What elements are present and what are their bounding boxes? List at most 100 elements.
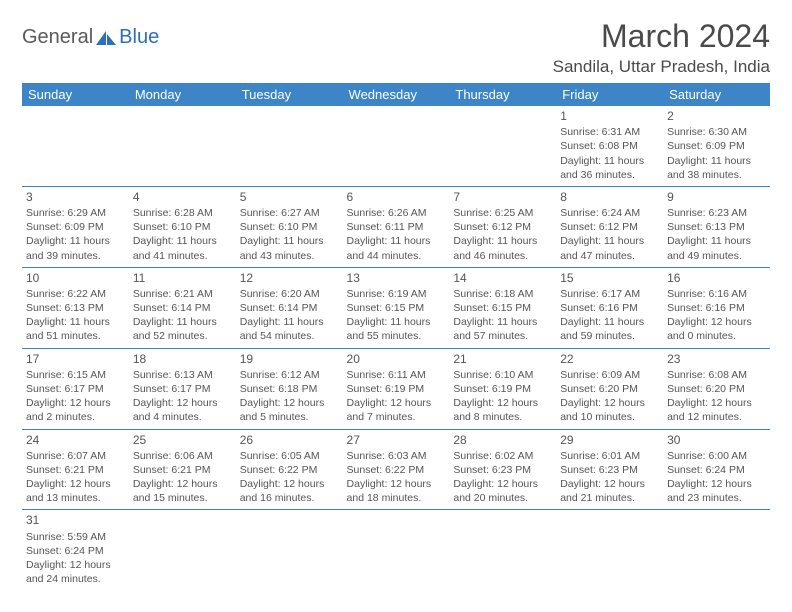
daylight-line: Daylight: 11 hours and 44 minutes. <box>347 234 446 262</box>
sunrise-line: Sunrise: 6:07 AM <box>26 449 125 463</box>
calendar-cell: 10Sunrise: 6:22 AMSunset: 6:13 PMDayligh… <box>22 267 129 348</box>
sunset-line: Sunset: 6:16 PM <box>667 301 766 315</box>
daylight-line: Daylight: 12 hours and 24 minutes. <box>26 558 125 586</box>
daylight-line: Daylight: 12 hours and 4 minutes. <box>133 396 232 424</box>
sunrise-line: Sunrise: 6:19 AM <box>347 287 446 301</box>
page-title: March 2024 <box>553 18 770 55</box>
sunset-line: Sunset: 6:09 PM <box>26 220 125 234</box>
location-text: Sandila, Uttar Pradesh, India <box>553 57 770 77</box>
calendar-cell-empty <box>129 510 236 590</box>
daylight-line: Daylight: 11 hours and 55 minutes. <box>347 315 446 343</box>
day-number: 26 <box>240 432 339 448</box>
sunset-line: Sunset: 6:12 PM <box>560 220 659 234</box>
daylight-line: Daylight: 11 hours and 57 minutes. <box>453 315 552 343</box>
calendar-cell: 13Sunrise: 6:19 AMSunset: 6:15 PMDayligh… <box>343 267 450 348</box>
calendar-cell: 22Sunrise: 6:09 AMSunset: 6:20 PMDayligh… <box>556 348 663 429</box>
daylight-line: Daylight: 12 hours and 23 minutes. <box>667 477 766 505</box>
sunset-line: Sunset: 6:15 PM <box>453 301 552 315</box>
day-number: 30 <box>667 432 766 448</box>
sunset-line: Sunset: 6:17 PM <box>26 382 125 396</box>
calendar-cell: 20Sunrise: 6:11 AMSunset: 6:19 PMDayligh… <box>343 348 450 429</box>
logo-text-blue: Blue <box>119 26 159 49</box>
day-number: 21 <box>453 351 552 367</box>
daylight-line: Daylight: 12 hours and 12 minutes. <box>667 396 766 424</box>
daylight-line: Daylight: 12 hours and 2 minutes. <box>26 396 125 424</box>
daylight-line: Daylight: 11 hours and 51 minutes. <box>26 315 125 343</box>
day-number: 27 <box>347 432 446 448</box>
calendar-cell: 26Sunrise: 6:05 AMSunset: 6:22 PMDayligh… <box>236 429 343 510</box>
daylight-line: Daylight: 11 hours and 54 minutes. <box>240 315 339 343</box>
day-number: 16 <box>667 270 766 286</box>
day-number: 1 <box>560 108 659 124</box>
sunrise-line: Sunrise: 6:27 AM <box>240 206 339 220</box>
daylight-line: Daylight: 11 hours and 47 minutes. <box>560 234 659 262</box>
calendar-row: 3Sunrise: 6:29 AMSunset: 6:09 PMDaylight… <box>22 186 770 267</box>
calendar-cell: 12Sunrise: 6:20 AMSunset: 6:14 PMDayligh… <box>236 267 343 348</box>
day-number: 14 <box>453 270 552 286</box>
day-number: 6 <box>347 189 446 205</box>
daylight-line: Daylight: 12 hours and 20 minutes. <box>453 477 552 505</box>
sunrise-line: Sunrise: 6:26 AM <box>347 206 446 220</box>
calendar-cell-empty <box>129 106 236 186</box>
daylight-line: Daylight: 12 hours and 15 minutes. <box>133 477 232 505</box>
calendar-cell: 27Sunrise: 6:03 AMSunset: 6:22 PMDayligh… <box>343 429 450 510</box>
sunset-line: Sunset: 6:15 PM <box>347 301 446 315</box>
sunset-line: Sunset: 6:14 PM <box>133 301 232 315</box>
sunset-line: Sunset: 6:12 PM <box>453 220 552 234</box>
calendar-cell-empty <box>22 106 129 186</box>
calendar-row: 31Sunrise: 5:59 AMSunset: 6:24 PMDayligh… <box>22 510 770 590</box>
calendar-cell-empty <box>236 510 343 590</box>
day-number: 2 <box>667 108 766 124</box>
calendar-row: 24Sunrise: 6:07 AMSunset: 6:21 PMDayligh… <box>22 429 770 510</box>
sunrise-line: Sunrise: 6:23 AM <box>667 206 766 220</box>
sunset-line: Sunset: 6:24 PM <box>26 544 125 558</box>
sunrise-line: Sunrise: 6:10 AM <box>453 368 552 382</box>
calendar-cell: 5Sunrise: 6:27 AMSunset: 6:10 PMDaylight… <box>236 186 343 267</box>
sunrise-line: Sunrise: 6:17 AM <box>560 287 659 301</box>
calendar-cell: 6Sunrise: 6:26 AMSunset: 6:11 PMDaylight… <box>343 186 450 267</box>
sunset-line: Sunset: 6:22 PM <box>240 463 339 477</box>
sunset-line: Sunset: 6:18 PM <box>240 382 339 396</box>
logo: General Blue <box>22 18 159 49</box>
day-number: 13 <box>347 270 446 286</box>
sunset-line: Sunset: 6:09 PM <box>667 139 766 153</box>
sunset-line: Sunset: 6:10 PM <box>133 220 232 234</box>
weekday-header: Wednesday <box>343 83 450 106</box>
sunset-line: Sunset: 6:19 PM <box>347 382 446 396</box>
calendar-row: 10Sunrise: 6:22 AMSunset: 6:13 PMDayligh… <box>22 267 770 348</box>
sunset-line: Sunset: 6:13 PM <box>667 220 766 234</box>
calendar-cell: 23Sunrise: 6:08 AMSunset: 6:20 PMDayligh… <box>663 348 770 429</box>
daylight-line: Daylight: 12 hours and 0 minutes. <box>667 315 766 343</box>
daylight-line: Daylight: 11 hours and 36 minutes. <box>560 154 659 182</box>
day-number: 10 <box>26 270 125 286</box>
daylight-line: Daylight: 11 hours and 49 minutes. <box>667 234 766 262</box>
sunset-line: Sunset: 6:08 PM <box>560 139 659 153</box>
calendar-cell: 17Sunrise: 6:15 AMSunset: 6:17 PMDayligh… <box>22 348 129 429</box>
calendar-row: 1Sunrise: 6:31 AMSunset: 6:08 PMDaylight… <box>22 106 770 186</box>
sunset-line: Sunset: 6:13 PM <box>26 301 125 315</box>
weekday-header: Thursday <box>449 83 556 106</box>
day-number: 22 <box>560 351 659 367</box>
sunset-line: Sunset: 6:16 PM <box>560 301 659 315</box>
sunset-line: Sunset: 6:23 PM <box>560 463 659 477</box>
sunset-line: Sunset: 6:22 PM <box>347 463 446 477</box>
daylight-line: Daylight: 12 hours and 18 minutes. <box>347 477 446 505</box>
weekday-header: Sunday <box>22 83 129 106</box>
calendar-cell-empty <box>343 510 450 590</box>
day-number: 8 <box>560 189 659 205</box>
sunrise-line: Sunrise: 6:25 AM <box>453 206 552 220</box>
day-number: 25 <box>133 432 232 448</box>
sunset-line: Sunset: 6:23 PM <box>453 463 552 477</box>
daylight-line: Daylight: 11 hours and 43 minutes. <box>240 234 339 262</box>
day-number: 3 <box>26 189 125 205</box>
daylight-line: Daylight: 12 hours and 7 minutes. <box>347 396 446 424</box>
daylight-line: Daylight: 12 hours and 5 minutes. <box>240 396 339 424</box>
day-number: 20 <box>347 351 446 367</box>
daylight-line: Daylight: 12 hours and 13 minutes. <box>26 477 125 505</box>
sunrise-line: Sunrise: 6:22 AM <box>26 287 125 301</box>
calendar-cell: 9Sunrise: 6:23 AMSunset: 6:13 PMDaylight… <box>663 186 770 267</box>
weekday-header: Monday <box>129 83 236 106</box>
daylight-line: Daylight: 12 hours and 21 minutes. <box>560 477 659 505</box>
sunrise-line: Sunrise: 6:28 AM <box>133 206 232 220</box>
sunrise-line: Sunrise: 6:18 AM <box>453 287 552 301</box>
